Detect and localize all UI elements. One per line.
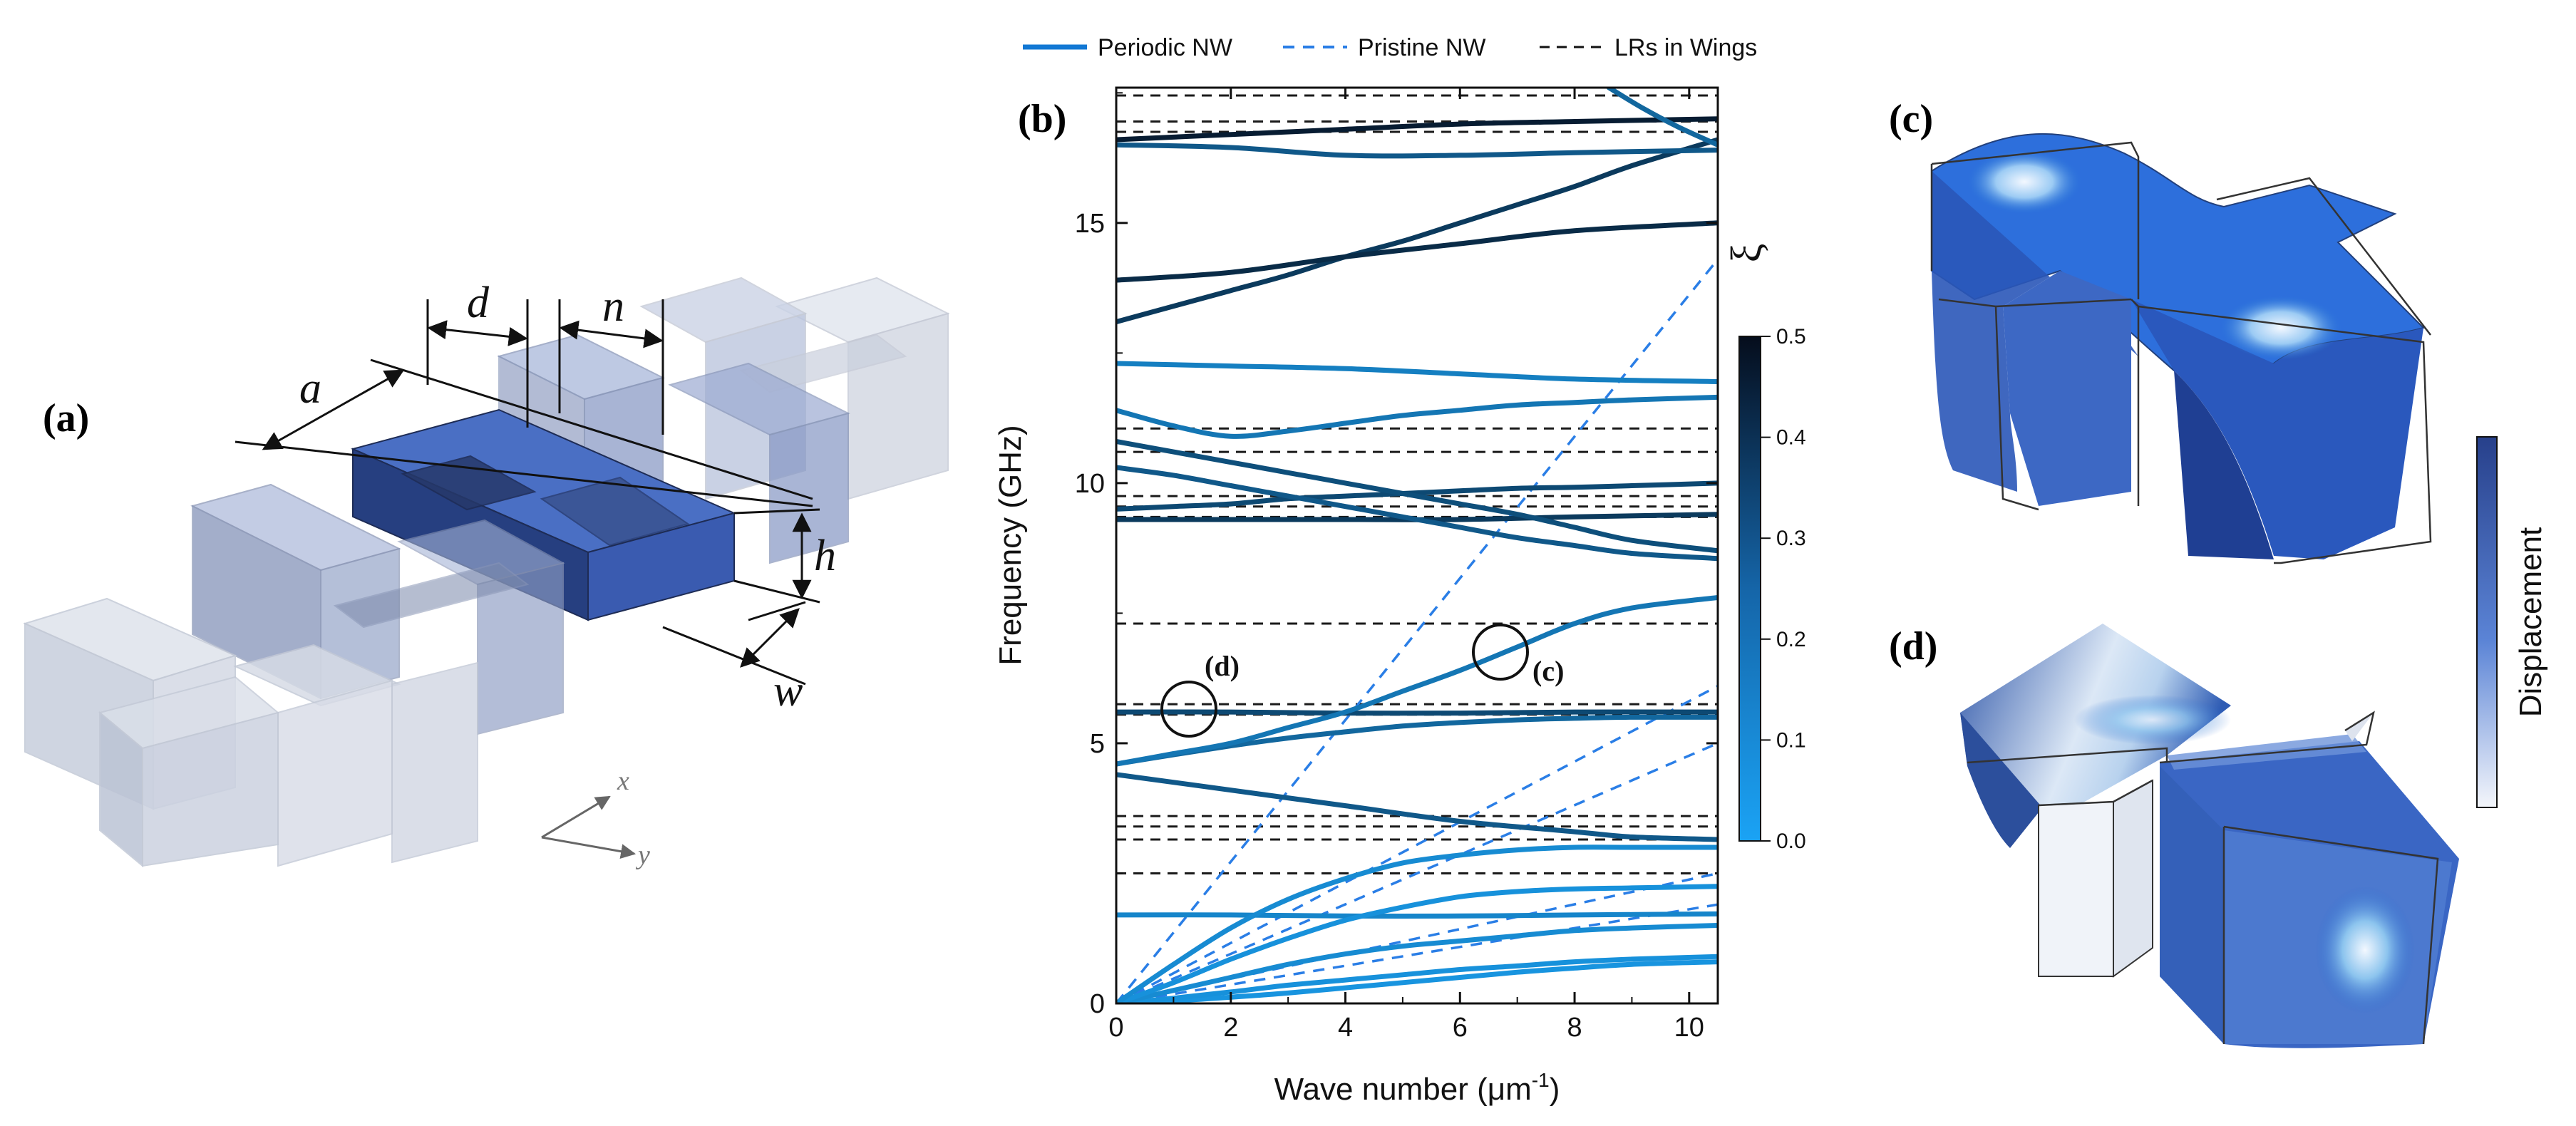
plot-frame	[1115, 86, 1719, 1005]
mode-shape-c	[1930, 133, 2432, 564]
y-tick-label-1: 5	[1090, 729, 1105, 759]
xi-colorbar-gradient	[1738, 336, 1761, 842]
annotation-label-d: (d)	[1205, 650, 1240, 682]
dim-n-label: n	[602, 282, 624, 331]
xi-tick-label-4: 0.4	[1776, 426, 1806, 450]
dim-a-label: a	[299, 364, 321, 413]
y-tick-label-3: 15	[1075, 209, 1105, 239]
pristine-line-1	[1116, 685, 1718, 1003]
xi-tick-label-5: 0.5	[1776, 325, 1806, 348]
coordinate-axes	[541, 795, 637, 859]
periodic-band-9	[1116, 595, 1718, 767]
legend-entry-pristine: Pristine NW	[1358, 34, 1485, 61]
displacement-colorbar-label: Displacement	[2513, 527, 2548, 718]
periodic-band-14	[1116, 394, 1718, 439]
panel-d-label: (d)	[1889, 624, 1937, 668]
periodic-band-1	[1116, 954, 1718, 1003]
xi-tick-label-2: 0.2	[1776, 628, 1806, 651]
pristine-line-2	[1116, 742, 1718, 1003]
annotation-circle-d	[1160, 681, 1217, 738]
x-tick-label-1: 2	[1223, 1013, 1238, 1043]
x-axis-title: Wave number (μm-1)	[1274, 1069, 1560, 1107]
x-tick-label-4: 8	[1567, 1013, 1582, 1043]
dim-h-label: h	[814, 532, 836, 580]
periodic-band-6	[1116, 772, 1718, 842]
pristine-line-4	[1116, 903, 1718, 1003]
x-tick-label-5: 10	[1674, 1013, 1704, 1043]
periodic-band-17	[1116, 220, 1718, 283]
periodic-band-15	[1116, 361, 1718, 384]
xi-colorbar-label: ξ	[1723, 244, 1770, 263]
x-tick-label-3: 6	[1453, 1013, 1468, 1043]
panel-b-label: (b)	[1018, 97, 1066, 141]
displacement-colorbar: Displacement	[2476, 436, 2548, 808]
xi-colorbar: ξ 0.0 0.1 0.2 0.3 0.4 0.5	[1723, 244, 1806, 853]
xi-tick-label-0: 0.0	[1776, 830, 1806, 853]
periodic-band-4	[1116, 884, 1718, 1003]
xi-tick-label-1: 0.1	[1776, 728, 1806, 752]
periodic-bands	[1116, 88, 1718, 1003]
mode-shape-d	[1960, 624, 2459, 1048]
periodic-band-0	[1116, 959, 1718, 1003]
legend-entry-periodic: Periodic NW	[1098, 34, 1232, 61]
dimension-annotations	[235, 299, 820, 686]
periodic-band-18	[1116, 142, 1718, 159]
periodic-band-16	[1116, 137, 1718, 325]
periodic-band-8	[1116, 709, 1718, 716]
axis-ticks: 0 2 4 6 8 10 0 5 10 15	[1075, 88, 1718, 1043]
periodic-band-12	[1116, 465, 1718, 562]
periodic-band-3	[1116, 911, 1718, 919]
panel-c: (c) (d)	[1889, 97, 2548, 1048]
annotation-label-c: (c)	[1532, 655, 1564, 687]
xi-tick-label-3: 0.3	[1776, 527, 1806, 550]
periodic-band-19	[1116, 116, 1718, 143]
y-tick-label-0: 0	[1090, 989, 1105, 1019]
wire-segment-far-front	[23, 597, 478, 868]
annotation-circle-c	[1472, 624, 1529, 681]
displacement-colorbar-gradient	[2476, 436, 2498, 808]
axis-x-label: x	[617, 766, 629, 796]
dim-w-label: w	[773, 667, 803, 716]
y-tick-label-2: 10	[1075, 469, 1105, 499]
periodic-band-2	[1116, 923, 1718, 1003]
panel-b: (b) Periodic NW Pristine NW LRs in Wings…	[993, 34, 1806, 1107]
periodic-band-13	[1116, 439, 1718, 554]
periodic-band-20	[1606, 88, 1718, 148]
y-axis-title: Frequency (GHz)	[993, 425, 1028, 665]
panel-c-label: (c)	[1889, 97, 1933, 141]
legend: Periodic NW Pristine NW LRs in Wings	[1023, 34, 1757, 61]
periodic-band-7	[1116, 714, 1718, 767]
legend-entry-lr: LRs in Wings	[1614, 34, 1757, 61]
dim-d-label: d	[467, 279, 490, 327]
panel-a: (a)	[23, 277, 950, 870]
x-tick-label-2: 4	[1338, 1013, 1353, 1043]
x-tick-label-0: 0	[1108, 1013, 1123, 1043]
panel-a-label: (a)	[43, 396, 89, 440]
axis-y-label: y	[635, 840, 650, 870]
periodic-band-5	[1116, 844, 1718, 1003]
